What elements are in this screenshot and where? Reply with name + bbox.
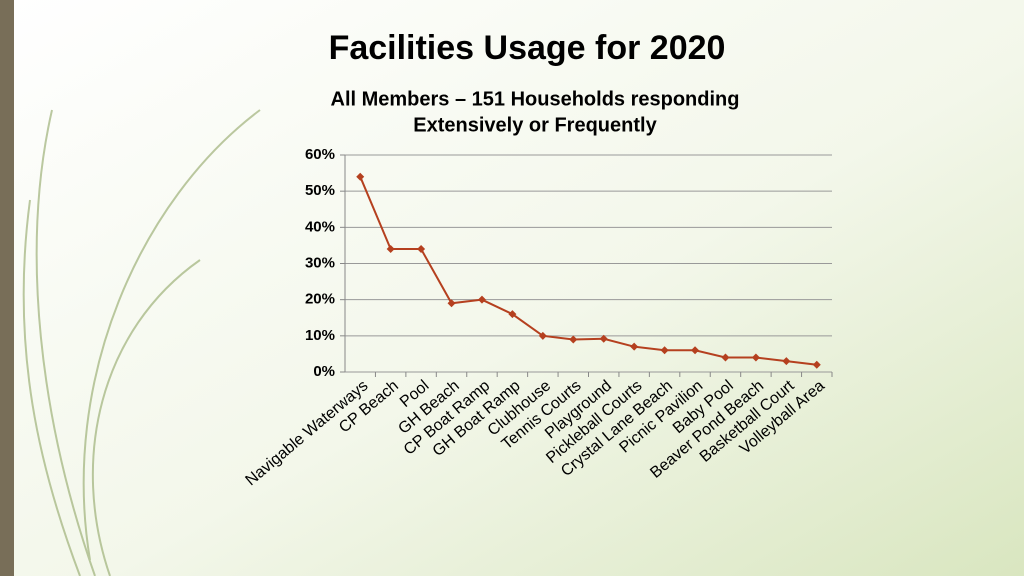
subtitle: All Members – 151 Households responding <box>331 88 740 110</box>
marker <box>508 310 517 319</box>
marker <box>477 295 486 304</box>
marker <box>538 331 547 340</box>
marker <box>630 342 639 351</box>
y-tick-label: 40% <box>305 218 335 235</box>
marker <box>691 346 700 355</box>
side-strip <box>0 0 14 576</box>
y-tick-label: 10% <box>305 327 335 344</box>
subtitle: Extensively or Frequently <box>413 114 657 136</box>
marker <box>751 353 760 362</box>
line <box>359 176 817 366</box>
marker <box>721 353 730 362</box>
marker <box>356 172 365 181</box>
y-tick-label: 50% <box>305 182 335 199</box>
decoration <box>22 109 261 576</box>
marker <box>569 335 578 344</box>
marker <box>660 346 669 355</box>
y-tick-label: 0% <box>313 363 335 380</box>
marker <box>386 245 395 254</box>
marker <box>447 299 456 308</box>
marker <box>782 357 791 366</box>
chart-title: Facilities Usage for 2020 <box>329 29 726 67</box>
marker <box>417 245 426 254</box>
y-tick-label: 20% <box>305 291 335 308</box>
marker <box>812 360 821 369</box>
marker <box>599 334 608 343</box>
y-tick-label: 30% <box>305 254 335 271</box>
y-tick-label: 60% <box>305 146 335 163</box>
